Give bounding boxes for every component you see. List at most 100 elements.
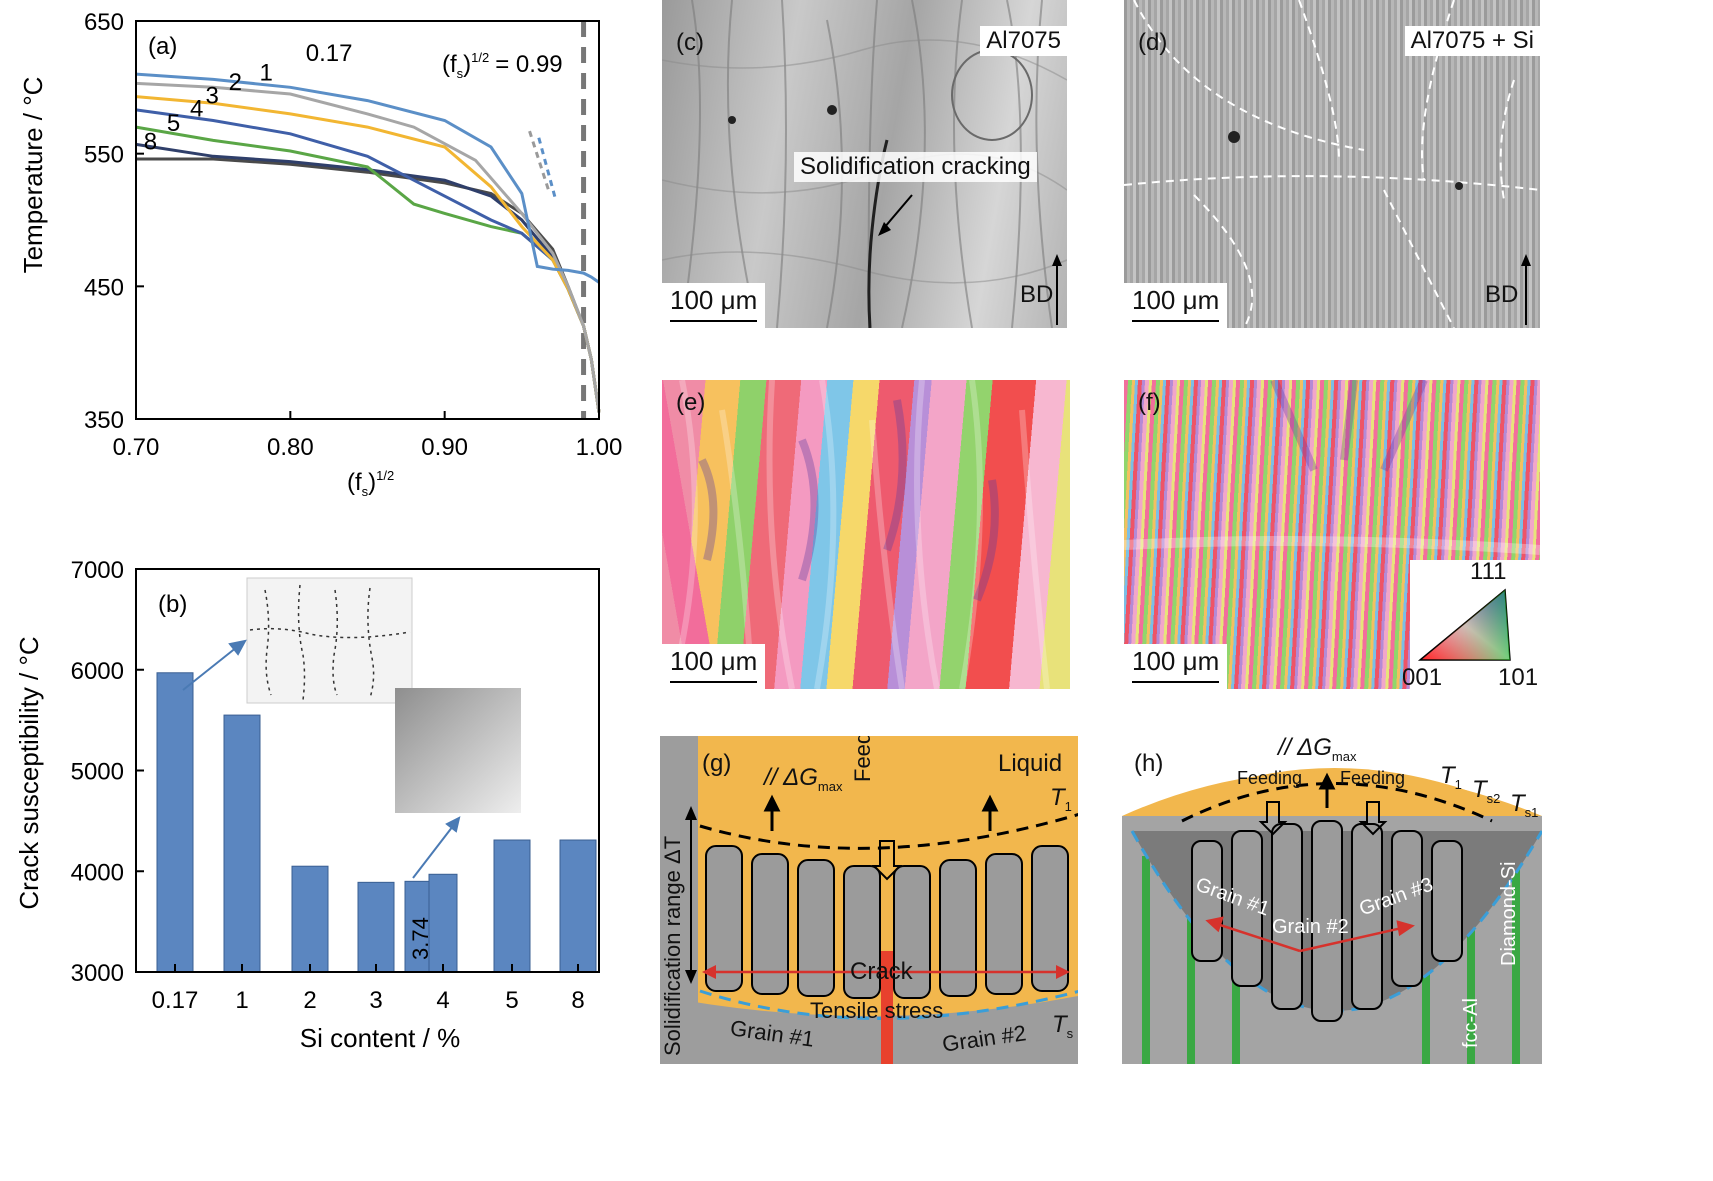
curve-label: 4 (190, 96, 203, 123)
x-tick-label: 1 (235, 987, 248, 1014)
panel-g-t1: T1 (1050, 784, 1072, 814)
panel-a-ylabel: Temperature / °C (18, 77, 48, 274)
panel-c-bd: BD (1020, 281, 1054, 308)
panel-g-ts: Ts (1052, 1011, 1074, 1041)
y-tick-label: 7000 (71, 560, 124, 584)
panel-g-schematic: (g) // ΔGmax Liquid T1 Feeding Solidific… (660, 736, 1078, 1064)
scalebar-line (1132, 320, 1220, 322)
inset-arrows (182, 639, 461, 879)
x-tick-label: 3 (369, 987, 382, 1014)
bar-2 (291, 865, 329, 973)
scalebar-label: 100 μm (670, 285, 758, 315)
scalebar-label: 100 μm (1132, 285, 1220, 315)
plot-frame (135, 568, 600, 973)
ipf-label-001: 001 (1402, 664, 1443, 691)
series-line-8 (136, 157, 601, 413)
crack-susceptibility-chart: Crack susceptibility / °C 3000 4000 5000 60… (14, 560, 600, 1053)
bar-5 (493, 839, 531, 973)
scalebar-line (1132, 681, 1220, 683)
panel-h-feeding-left: Feeding (1237, 768, 1303, 788)
x-tick-label: 0.17 (152, 987, 199, 1014)
bar-4 (428, 873, 458, 973)
panel-c-annotation: Solidification cracking (794, 152, 1037, 182)
series-line-5 (135, 142, 601, 413)
panel-h-ts2: Ts2 (1472, 776, 1501, 806)
panel-d-micrograph: (d) Al7075 + Si BD 100 μm (1124, 0, 1540, 328)
y-tick-label: 6000 (71, 658, 124, 685)
panel-h-gmax: // ΔGmax (1278, 736, 1357, 764)
panel-g-range: Solidification range ΔT (660, 835, 685, 1056)
panel-a-annotation: (fs)1/2 = 0.99 (442, 50, 563, 81)
panel-a-xlabel: (fs)1/2 (347, 468, 394, 499)
x-tick-label: 8 (571, 987, 584, 1014)
curve-label: 8 (144, 129, 157, 156)
panel-g-label: (g) (702, 750, 732, 777)
series-line-0.17 (135, 72, 600, 284)
schematic-equiaxed-grains (1122, 768, 1542, 1064)
curve-label: 1 (259, 60, 272, 87)
ipf-legend: 111 (1410, 558, 1540, 689)
scalebar-line (670, 320, 758, 322)
x-tick-label: 4 (436, 987, 449, 1014)
curve-label: 2 (229, 69, 242, 96)
bar-1 (223, 714, 261, 973)
x-tick-label: 0.90 (421, 434, 468, 461)
y-tick-label: 5000 (71, 759, 124, 786)
panel-h-feeding-right: Feeding (1340, 768, 1406, 788)
y-tick-label: 350 (84, 407, 124, 434)
panel-h-t1: T1 (1440, 762, 1462, 792)
scalebar-label: 100 μm (670, 646, 758, 676)
panel-d-label: (d) (1138, 29, 1168, 56)
panel-g-liquid: Liquid (998, 750, 1063, 777)
x-tick-label: 1.00 (576, 434, 623, 461)
scalebar-label: 100 μm (1132, 646, 1220, 676)
series-line-2 (135, 95, 601, 413)
panel-g-tensile: Tensile stress (810, 998, 944, 1023)
panel-b-xlabel: Si content / % (300, 1023, 460, 1053)
bar-8 (559, 839, 597, 973)
panel-b-label: (b) (158, 591, 187, 618)
panel-b-ylabel: Crack susceptibility / °C (14, 636, 44, 909)
ipf-label-101: 101 (1498, 664, 1539, 691)
y-tick-label: 3000 (71, 960, 124, 987)
panel-h-label: (h) (1134, 750, 1164, 777)
panel-e-label: (e) (676, 389, 706, 416)
panel-h-diamond: Diamond-Si (1498, 861, 1520, 966)
y-tick-label: 4000 (71, 859, 124, 886)
panel-d-bd: BD (1485, 281, 1519, 308)
bar-3 (357, 881, 395, 973)
micrograph-texture (1124, 0, 1540, 328)
ipf-label-111: 111 (1470, 558, 1507, 585)
y-tick-label: 650 (84, 9, 124, 36)
panel-f-label: (f) (1138, 389, 1161, 416)
panel-e-scalebar: 100 μm (662, 644, 766, 689)
panel-g-feeding: Feeding (850, 736, 875, 782)
panel-h-fcc: fcc-Al (1460, 998, 1482, 1048)
ebsd-texture (1124, 380, 1540, 555)
panel-h-grain2: Grain #2 (1272, 916, 1349, 938)
panel-c-label: (c) (676, 29, 704, 56)
schematic-columnar-grains (660, 736, 1078, 1064)
inset-micrograph-si-3.74 (395, 688, 521, 813)
panel-f-scalebar: 100 μm (1124, 644, 1228, 689)
panel-c-title: Al7075 (980, 26, 1067, 56)
curve-label: 0.17 (306, 40, 353, 67)
inset-micrograph-si-0.17 (246, 577, 413, 704)
bar-0.17 (156, 672, 194, 973)
panel-d-title: Al7075 + Si (1404, 26, 1540, 56)
tangent-line (537, 137, 558, 201)
curve-label: 3 (205, 82, 218, 109)
plot-frame (135, 20, 600, 420)
panel-e-ebsd-map: (e) 100 μm (662, 380, 1070, 689)
curve-label: 5 (167, 110, 180, 137)
bar-annotation: 3.74 (408, 917, 433, 960)
series-line-1 (135, 81, 601, 413)
x-tick-label: 0.80 (267, 434, 314, 461)
temperature-chart: Temperature / °C (a) 350 450 550 650 0.70 0.… (18, 9, 623, 499)
ipf-triangle (1417, 588, 1511, 661)
panel-c-micrograph: (c) Al7075 Solidification cracking BD 10… (662, 0, 1067, 328)
panel-g-crack: Crack (850, 958, 913, 985)
panel-h-schematic: (h) // ΔGmax Feeding Feeding T1 Ts2 Ts1 … (1122, 736, 1542, 1064)
panel-c-scalebar: 100 μm (662, 283, 766, 328)
panel-h-ts1: Ts1 (1510, 790, 1539, 820)
